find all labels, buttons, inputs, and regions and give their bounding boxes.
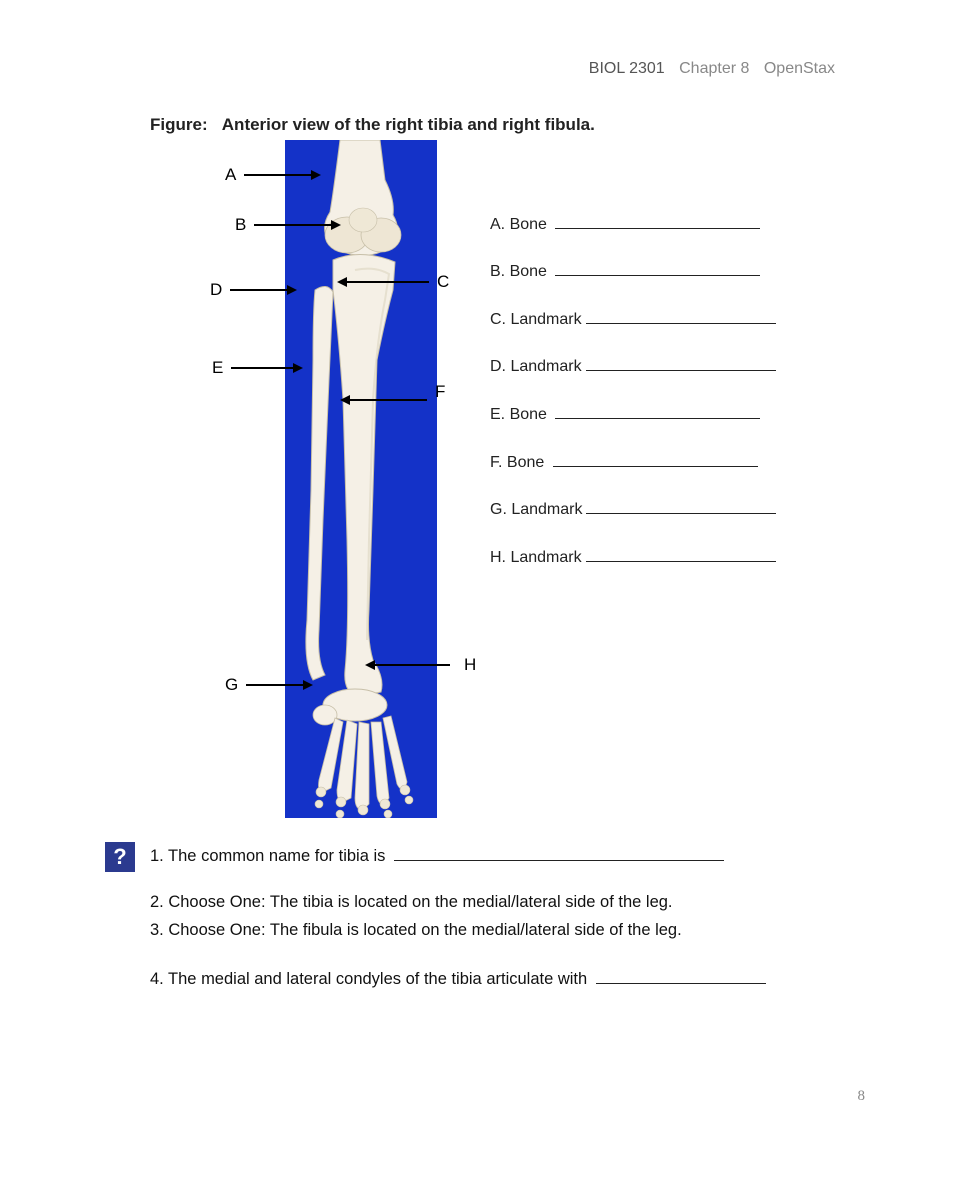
label-E: E	[212, 358, 303, 378]
arrow-left-icon	[337, 272, 437, 292]
answer-A-label: A. Bone	[490, 216, 551, 234]
arrow-right-icon	[238, 675, 313, 695]
answer-E-label: E. Bone	[490, 406, 551, 424]
bone-diagram	[285, 140, 437, 818]
label-G: G	[225, 675, 313, 695]
label-C: C	[337, 272, 449, 292]
answer-D-blank[interactable]	[586, 353, 776, 372]
help-icon: ?	[113, 844, 126, 870]
question-4: 4. The medial and lateral condyles of th…	[150, 965, 835, 992]
q1-blank[interactable]	[394, 842, 724, 861]
answer-row: H. Landmark	[490, 543, 776, 567]
answer-C-label: C. Landmark	[490, 311, 582, 329]
answer-G-label: G. Landmark	[490, 501, 582, 519]
question-1: 1. The common name for tibia is	[150, 842, 835, 869]
page-number: 8	[858, 1088, 866, 1105]
label-H: H	[365, 655, 476, 675]
course-code: BIOL 2301	[589, 60, 665, 77]
arrow-right-icon	[246, 215, 341, 235]
answer-F-blank[interactable]	[553, 448, 758, 467]
label-D: D	[210, 280, 297, 300]
arrow-left-icon	[340, 390, 435, 410]
question-3: 3. Choose One: The fibula is located on …	[150, 919, 835, 943]
worksheet-page: BIOL 2301 Chapter 8 OpenStax Figure: Ant…	[0, 0, 965, 1200]
answer-list: A. Bone B. Bone C. Landmark D. Landmark …	[490, 210, 776, 591]
answer-row: E. Bone	[490, 400, 776, 424]
answer-H-label: H. Landmark	[490, 549, 582, 567]
answer-D-label: D. Landmark	[490, 358, 582, 376]
patella	[349, 208, 377, 232]
help-badge[interactable]: ?	[105, 842, 135, 872]
answer-A-blank[interactable]	[555, 210, 760, 229]
arrow-right-icon	[222, 280, 297, 300]
q4-blank[interactable]	[596, 965, 766, 984]
answer-row: A. Bone	[490, 210, 776, 234]
source-label: OpenStax	[764, 60, 835, 77]
answer-row: C. Landmark	[490, 305, 776, 329]
questions-block: 1. The common name for tibia is 2. Choos…	[150, 842, 835, 996]
answer-row: D. Landmark	[490, 353, 776, 377]
question-2: 2. Choose One: The tibia is located on t…	[150, 891, 835, 915]
answer-E-blank[interactable]	[555, 400, 760, 419]
answer-H-blank[interactable]	[586, 543, 776, 562]
label-F: F	[340, 390, 445, 410]
arrow-right-icon	[223, 358, 303, 378]
label-A: A	[225, 165, 321, 185]
figure-caption: Anterior view of the right tibia and rig…	[222, 115, 595, 134]
q4-text: 4. The medial and lateral condyles of th…	[150, 970, 592, 988]
answer-G-blank[interactable]	[586, 496, 776, 515]
figure-prefix: Figure:	[150, 115, 208, 134]
answer-row: F. Bone	[490, 448, 776, 472]
figure-title: Figure: Anterior view of the right tibia…	[150, 115, 595, 135]
answer-C-blank[interactable]	[586, 305, 776, 324]
arrow-right-icon	[236, 165, 321, 185]
page-header: BIOL 2301 Chapter 8 OpenStax	[589, 60, 835, 78]
answer-row: B. Bone	[490, 258, 776, 282]
answer-F-label: F. Bone	[490, 454, 549, 472]
label-B: B	[235, 215, 341, 235]
arrow-left-icon	[365, 655, 460, 675]
answer-B-label: B. Bone	[490, 263, 551, 281]
q1-text: 1. The common name for tibia is	[150, 847, 390, 865]
chapter-label: Chapter 8	[679, 60, 749, 77]
answer-B-blank[interactable]	[555, 258, 760, 277]
answer-row: G. Landmark	[490, 496, 776, 520]
